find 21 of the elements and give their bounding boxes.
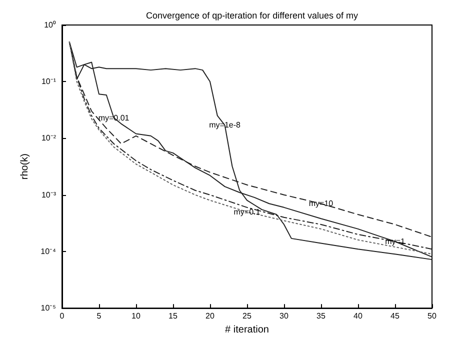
x-tick-label: 50 <box>428 312 437 321</box>
y-tick-label: 10⁰ <box>44 20 56 30</box>
x-tick-label: 15 <box>168 312 178 321</box>
y-axis-title: rho(k) <box>19 153 30 180</box>
y-tick-label: 10⁻¹ <box>41 77 56 86</box>
x-tick-label: 45 <box>390 312 400 321</box>
x-tick-label: 5 <box>96 312 102 321</box>
y-tick-label: 10⁻⁴ <box>40 246 57 256</box>
y-tick-label: 10⁻² <box>41 134 56 143</box>
y-tick-label: 10⁻⁵ <box>40 304 56 313</box>
x-tick-label: 30 <box>280 312 289 321</box>
x-tick-label: 35 <box>316 312 326 321</box>
annotation: my=10 <box>308 199 334 208</box>
x-tick-label: 40 <box>354 312 363 321</box>
x-tick-label: 10 <box>132 312 141 321</box>
x-axis-title: # iteration <box>225 324 269 336</box>
x-tick-label: 25 <box>242 312 252 321</box>
y-tick-label: 10⁻³ <box>41 190 56 200</box>
x-tick-label: 0 <box>60 312 65 321</box>
chart-title: Convergence of qp-iteration for different values of my <box>146 10 358 20</box>
x-tick-label: 20 <box>206 312 215 321</box>
